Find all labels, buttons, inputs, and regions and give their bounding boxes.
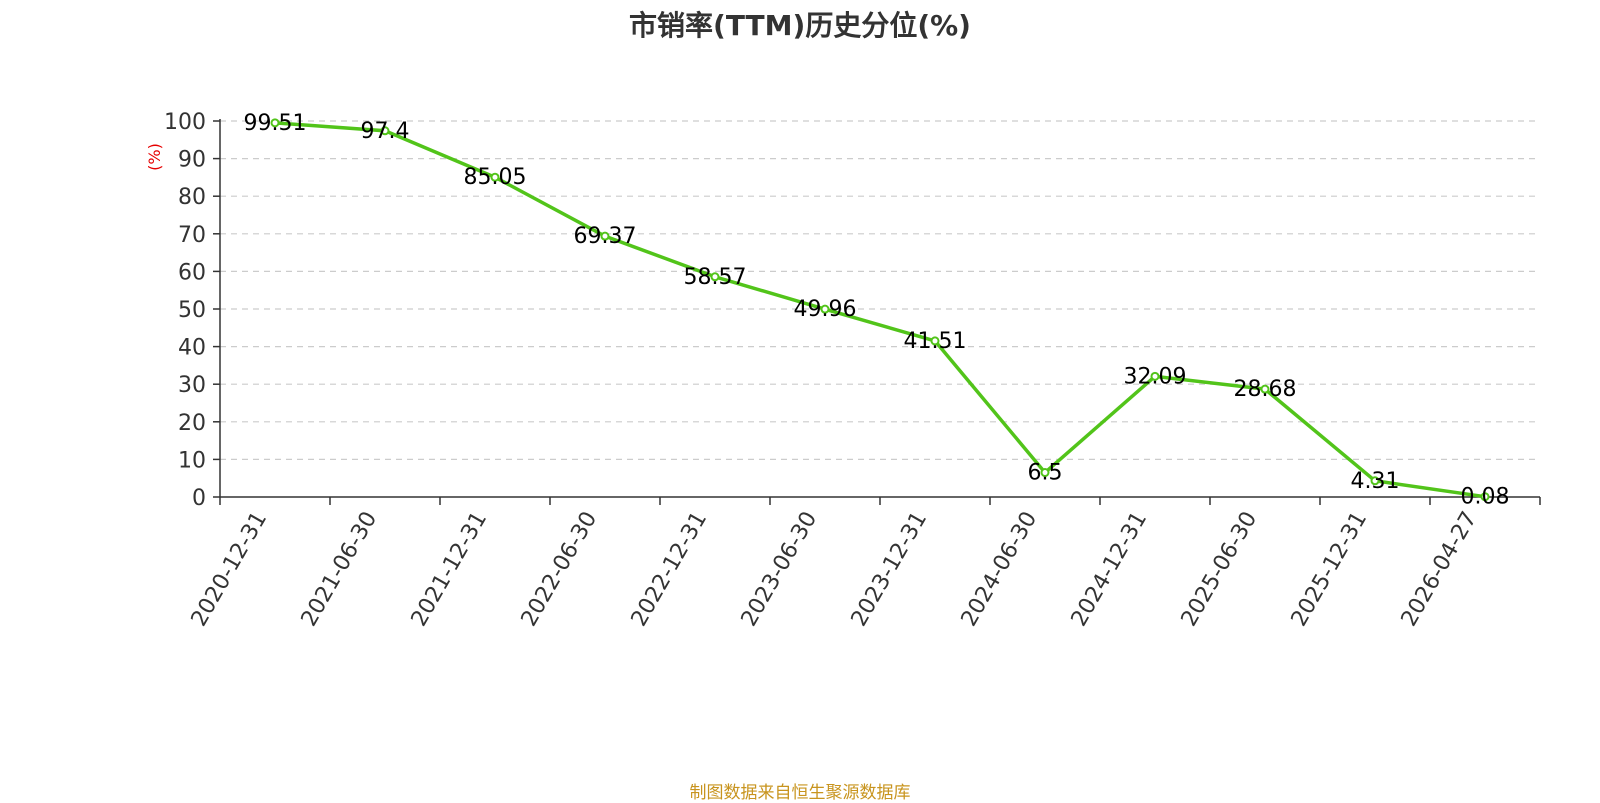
data-label: 41.51 — [904, 329, 967, 354]
data-point — [380, 126, 390, 136]
x-tick-label: 2023-12-31 — [847, 508, 933, 631]
data-labels: 99.51 97.4 85.05 69.37 58.57 49.96 41.51 6.5 32.… — [244, 111, 1510, 510]
data-point — [1150, 371, 1160, 381]
y-tick-label: 90 — [178, 148, 206, 173]
x-tick-labels: 2020-12-31 2021-06-30 2021-12-31 2022-06-30… — [187, 508, 1483, 631]
axes — [213, 119, 1541, 505]
data-point — [820, 304, 830, 314]
y-tick-label: 10 — [178, 448, 206, 473]
y-tick-label: 60 — [178, 260, 206, 285]
data-label: 32.09 — [1124, 364, 1187, 389]
data-label: 99.51 — [244, 111, 307, 136]
data-label: 58.57 — [684, 265, 747, 290]
series-line-path — [273, 121, 1487, 499]
x-tick-label: 2022-06-30 — [517, 508, 603, 631]
data-point — [1370, 476, 1380, 486]
data-point — [710, 272, 720, 282]
gridlines — [220, 120, 1540, 460]
data-point — [270, 118, 280, 128]
data-label: 0.08 — [1461, 485, 1510, 510]
data-point — [1480, 492, 1490, 502]
x-tick-label: 2021-06-30 — [297, 508, 383, 631]
data-point — [600, 231, 610, 241]
y-tick-label: 70 — [178, 223, 206, 248]
data-point — [1260, 384, 1270, 394]
data-label: 4.31 — [1351, 469, 1400, 494]
x-tick-label: 2024-12-31 — [1067, 508, 1153, 631]
data-point — [490, 172, 500, 182]
source-note: 制图数据来自恒生聚源数据库 — [689, 783, 911, 803]
x-tick-label: 2023-06-30 — [737, 508, 823, 631]
data-label: 6.5 — [1028, 461, 1063, 486]
data-point — [1040, 468, 1050, 478]
series-line — [273, 121, 1487, 499]
data-points — [270, 118, 1490, 502]
y-tick-label: 80 — [178, 185, 206, 210]
x-tick-label: 2022-12-31 — [627, 508, 713, 631]
y-tick-label: 20 — [178, 411, 206, 436]
data-label: 85.05 — [464, 165, 527, 190]
y-tick-label: 0 — [192, 486, 206, 511]
data-label: 69.37 — [574, 224, 637, 249]
data-label: 97.4 — [361, 119, 410, 144]
x-tick-label: 2021-12-31 — [407, 508, 493, 631]
x-tick-label: 2020-12-31 — [187, 508, 273, 631]
x-tick-label: 2024-06-30 — [957, 508, 1043, 631]
data-label: 49.96 — [794, 297, 857, 322]
y-tick-label: 50 — [178, 298, 206, 323]
data-label: 28.68 — [1234, 377, 1297, 402]
y-tick-labels: 0 10 20 30 40 50 60 70 80 90 100 — [164, 110, 206, 511]
y-tick-label: 40 — [178, 336, 206, 361]
x-tick-label: 2026-04-27 — [1397, 508, 1483, 631]
y-tick-label: 100 — [164, 110, 206, 135]
chart-title: 市销率(TTM)历史分位(%) — [629, 9, 971, 42]
x-tick-label: 2025-12-31 — [1287, 508, 1373, 631]
x-tick-label: 2025-06-30 — [1177, 508, 1263, 631]
y-tick-label: 30 — [178, 373, 206, 398]
y-axis-label: (%) — [145, 143, 164, 171]
data-point — [930, 336, 940, 346]
